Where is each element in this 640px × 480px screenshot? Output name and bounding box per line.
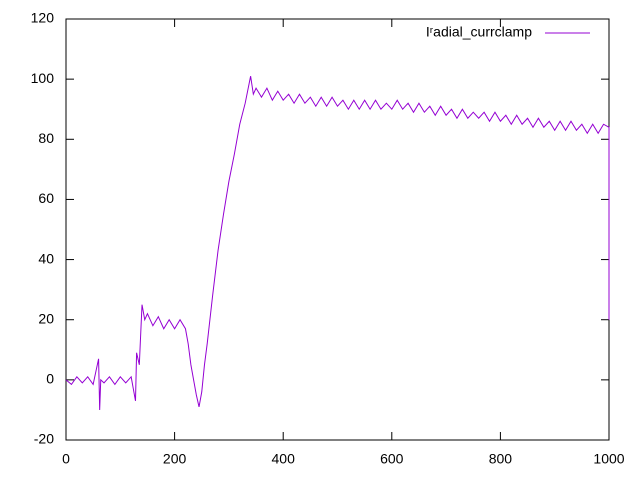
y-tick-label: 120 (31, 10, 55, 26)
y-tick-label: 100 (31, 70, 55, 86)
x-tick-label: 400 (272, 451, 296, 467)
x-tick-label: 1000 (593, 451, 624, 467)
y-tick-label: 60 (38, 190, 54, 206)
y-tick-label: 80 (38, 130, 54, 146)
y-tick-label: 20 (38, 310, 54, 326)
x-tick-label: 200 (163, 451, 187, 467)
data-line (65, 76, 610, 410)
x-tick-label: 800 (489, 451, 513, 467)
x-tick-label: 600 (380, 451, 404, 467)
y-tick-label: 40 (38, 250, 54, 266)
x-tick-label: 0 (62, 451, 70, 467)
legend-label: Iʳadial_currclamp (426, 24, 532, 40)
plot-border (65, 18, 610, 441)
y-tick-label: -20 (34, 431, 54, 447)
y-tick-label: 0 (46, 371, 54, 387)
